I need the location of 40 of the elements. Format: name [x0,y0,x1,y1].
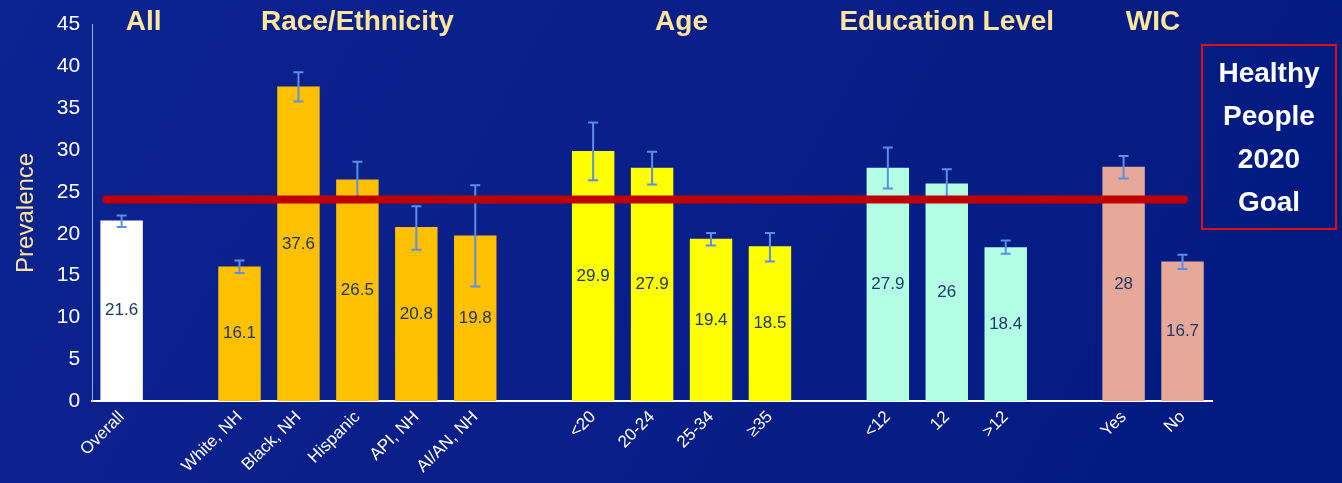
data-label: 27.9 [871,274,905,294]
annotation: All [125,4,162,36]
ref-line-label: Healthy People 2020 Goal [1217,56,1321,219]
y-tick-label: 5 [68,346,81,370]
y-tick-label: 0 [68,387,81,411]
data-label: 28 [1114,273,1134,293]
x-tick-label: Yes [1096,407,1130,441]
annotation: Age [655,4,708,36]
y-axis-title: Prevalence [11,152,39,273]
y-tick-label: 15 [56,262,81,286]
y-tick-label: 40 [56,53,81,77]
data-label: 19.8 [458,307,492,327]
data-label: 29.9 [576,265,610,285]
label-frame: Healthy People 2020 Goal [1201,44,1337,230]
annotation: WIC [1125,4,1181,36]
y-tick-label: 45 [56,11,81,35]
annotation: Race/Ethnicity [260,4,455,36]
y-tick-label: 25 [56,178,81,202]
y-tick-label: 35 [56,95,81,119]
x-tick-label: >12 [978,407,1012,441]
data-label: 18.4 [989,313,1023,333]
x-tick-label: ≥35 [742,407,777,441]
data-label: 26.5 [340,279,374,299]
data-label: 37.6 [281,233,315,253]
data-label: 21.6 [105,300,139,320]
data-label: 16.1 [222,323,257,343]
annotation: Education Level [839,4,1055,36]
data-label: 27.9 [635,274,669,294]
x-tick-label: 12 [926,407,953,434]
data-label: 20.8 [399,303,433,323]
x-tick-label: <12 [860,407,894,441]
y-tick-label: 10 [56,304,81,328]
x-tick-label: No [1159,407,1189,436]
x-tick-label: <20 [565,407,600,441]
y-tick-label: 30 [56,136,81,160]
data-label: 16.7 [1165,320,1200,340]
data-label: 26 [937,282,957,302]
data-label: 18.5 [753,313,787,333]
y-tick-label: 20 [56,220,81,244]
data-label: 19.4 [694,309,728,329]
